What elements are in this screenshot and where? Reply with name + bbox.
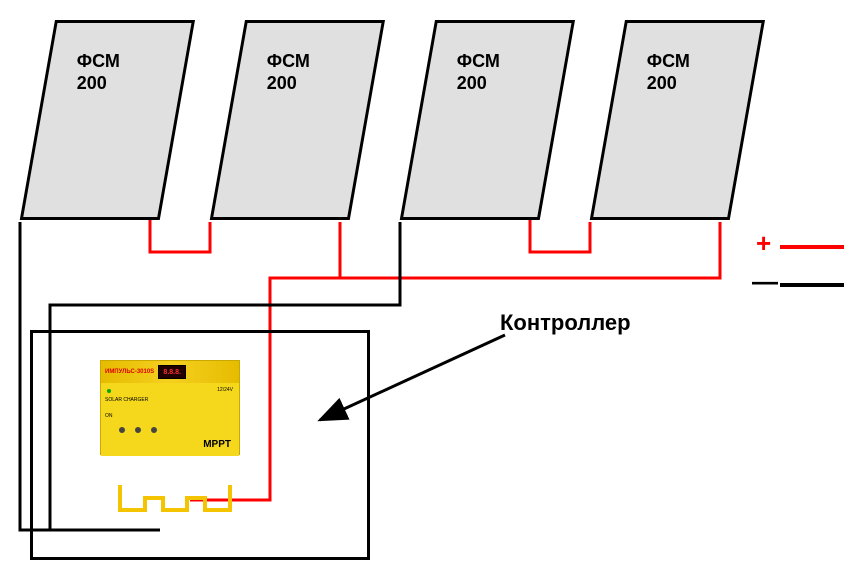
solar-panel-2: ФСМ 200 xyxy=(210,20,385,220)
mppt-label: MPPT xyxy=(203,439,231,450)
bracket-icon xyxy=(115,480,235,525)
on-label: ON xyxy=(105,413,113,419)
voltage-label: 12\24V xyxy=(217,387,233,393)
led-icon xyxy=(107,389,111,393)
panel-2-line2: 200 xyxy=(267,73,297,93)
solar-panel-3: ФСМ 200 xyxy=(400,20,575,220)
panel-3-line2: 200 xyxy=(457,73,487,93)
panel-4-line1: ФСМ xyxy=(647,51,690,71)
panel-1-line1: ФСМ xyxy=(77,51,120,71)
panel-4-line2: 200 xyxy=(647,73,677,93)
charger-label: SOLAR CHARGER xyxy=(105,397,148,403)
diagram-canvas: ФСМ 200 ФСМ 200 ФСМ 200 ФСМ 200 xyxy=(0,0,844,579)
panel-2-line1: ФСМ xyxy=(267,51,310,71)
panel-1-line2: 200 xyxy=(77,73,107,93)
legend-plus: + xyxy=(756,228,771,259)
legend-minus: — xyxy=(752,266,778,297)
controller-title: ИМПУЛЬС-3010S xyxy=(105,369,154,375)
controller-device: ИМПУЛЬС-3010S 8.8.8. SOLAR CHARGER 12\24… xyxy=(100,360,240,455)
knob-icon xyxy=(135,427,141,433)
solar-panel-1: ФСМ 200 xyxy=(20,20,195,220)
controller-label: Контроллер xyxy=(500,310,631,336)
knob-icon xyxy=(119,427,125,433)
solar-panel-4: ФСМ 200 xyxy=(590,20,765,220)
panel-3-line1: ФСМ xyxy=(457,51,500,71)
controller-display: 8.8.8. xyxy=(158,365,186,379)
knob-icon xyxy=(151,427,157,433)
